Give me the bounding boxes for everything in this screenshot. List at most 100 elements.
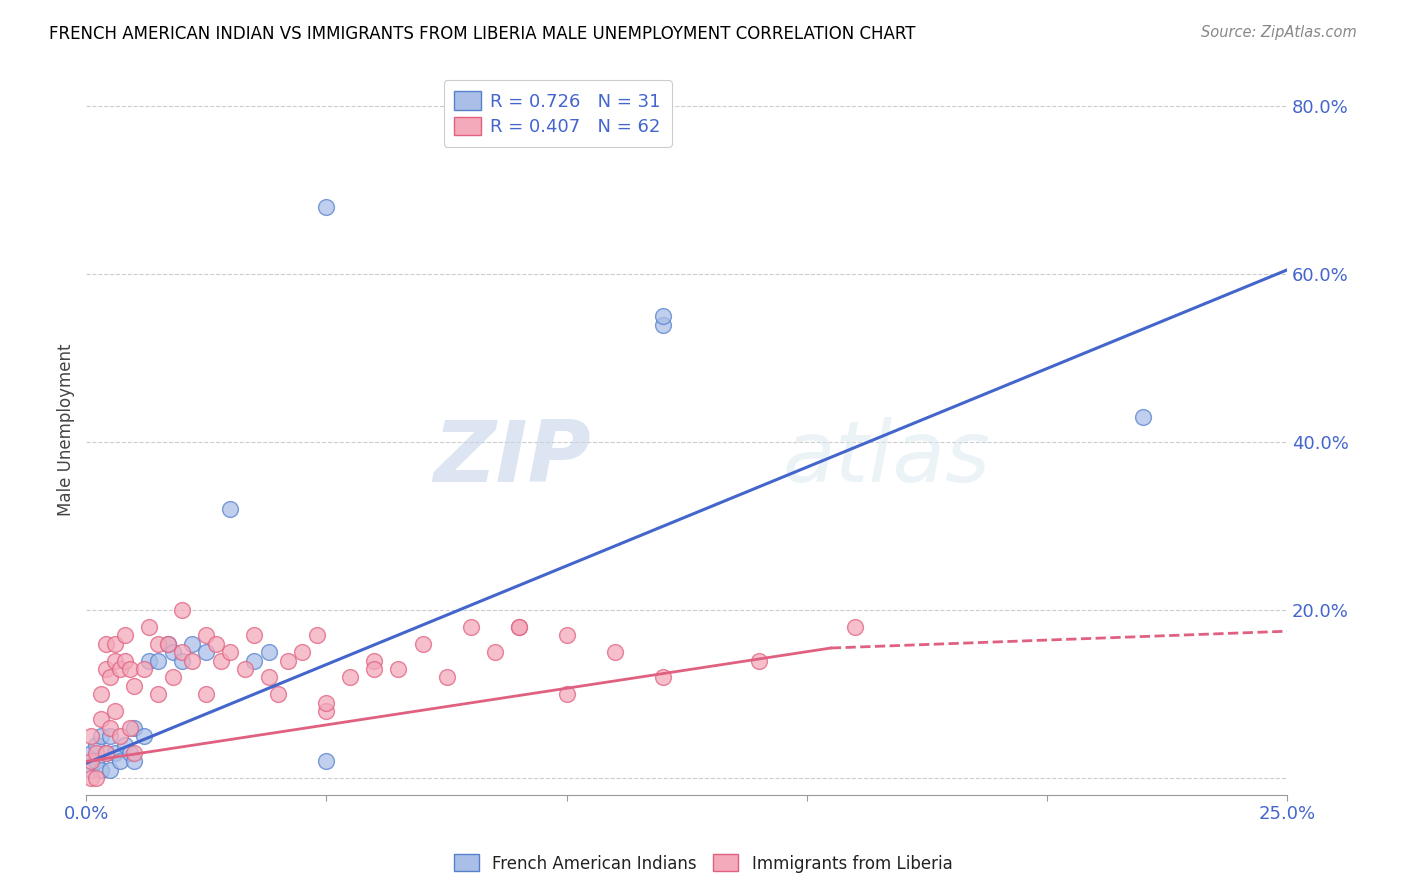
Point xyxy=(80,771,103,785)
Point xyxy=(98,721,121,735)
Point xyxy=(748,654,770,668)
Point xyxy=(267,687,290,701)
Point xyxy=(651,670,673,684)
Point xyxy=(98,670,121,684)
Point xyxy=(339,670,361,684)
Point xyxy=(315,704,337,718)
Point xyxy=(156,637,179,651)
Point xyxy=(138,654,160,668)
Point xyxy=(84,755,107,769)
Point xyxy=(118,746,141,760)
Point xyxy=(94,662,117,676)
Point xyxy=(124,679,146,693)
Point xyxy=(436,670,458,684)
Point xyxy=(94,746,117,760)
Point xyxy=(156,637,179,651)
Point xyxy=(219,645,242,659)
Legend: R = 0.726   N = 31, R = 0.407   N = 62: R = 0.726 N = 31, R = 0.407 N = 62 xyxy=(443,80,672,147)
Point xyxy=(291,645,314,659)
Point xyxy=(243,654,266,668)
Point xyxy=(148,687,170,701)
Point xyxy=(98,729,121,743)
Point xyxy=(162,645,184,659)
Point xyxy=(124,755,146,769)
Point xyxy=(90,763,112,777)
Point xyxy=(172,645,194,659)
Point xyxy=(104,704,127,718)
Point xyxy=(205,637,228,651)
Point xyxy=(90,687,112,701)
Point xyxy=(80,755,103,769)
Point xyxy=(98,763,121,777)
Text: FRENCH AMERICAN INDIAN VS IMMIGRANTS FROM LIBERIA MALE UNEMPLOYMENT CORRELATION : FRENCH AMERICAN INDIAN VS IMMIGRANTS FRO… xyxy=(49,25,915,43)
Point xyxy=(195,628,218,642)
Point xyxy=(118,721,141,735)
Point xyxy=(148,654,170,668)
Point xyxy=(114,738,136,752)
Point xyxy=(315,755,337,769)
Point xyxy=(651,309,673,323)
Point xyxy=(484,645,506,659)
Point xyxy=(114,628,136,642)
Point xyxy=(412,637,434,651)
Point xyxy=(84,771,107,785)
Point xyxy=(138,620,160,634)
Point xyxy=(124,746,146,760)
Point xyxy=(209,654,232,668)
Point xyxy=(94,637,117,651)
Point xyxy=(90,729,112,743)
Point xyxy=(132,729,155,743)
Point xyxy=(104,654,127,668)
Point xyxy=(219,502,242,516)
Point xyxy=(460,620,482,634)
Point xyxy=(363,654,385,668)
Point xyxy=(172,654,194,668)
Point xyxy=(651,318,673,332)
Point xyxy=(508,620,530,634)
Point xyxy=(555,687,578,701)
Point xyxy=(257,645,280,659)
Point xyxy=(243,628,266,642)
Y-axis label: Male Unemployment: Male Unemployment xyxy=(58,343,75,516)
Point xyxy=(305,628,328,642)
Point xyxy=(132,662,155,676)
Point xyxy=(94,746,117,760)
Point xyxy=(555,628,578,642)
Point xyxy=(363,662,385,676)
Point xyxy=(162,670,184,684)
Point xyxy=(118,662,141,676)
Point xyxy=(315,200,337,214)
Point xyxy=(90,713,112,727)
Point xyxy=(172,603,194,617)
Point xyxy=(84,738,107,752)
Point xyxy=(315,696,337,710)
Point xyxy=(181,654,204,668)
Point xyxy=(80,763,103,777)
Text: atlas: atlas xyxy=(783,417,991,500)
Point xyxy=(1132,409,1154,424)
Point xyxy=(114,654,136,668)
Point xyxy=(108,729,131,743)
Point xyxy=(104,637,127,651)
Point xyxy=(108,662,131,676)
Text: ZIP: ZIP xyxy=(433,417,591,500)
Point xyxy=(233,662,256,676)
Point xyxy=(80,746,103,760)
Point xyxy=(148,637,170,651)
Point xyxy=(108,755,131,769)
Point xyxy=(508,620,530,634)
Point xyxy=(80,729,103,743)
Point xyxy=(387,662,409,676)
Text: Source: ZipAtlas.com: Source: ZipAtlas.com xyxy=(1201,25,1357,40)
Point xyxy=(181,637,204,651)
Point xyxy=(195,645,218,659)
Point xyxy=(104,746,127,760)
Point xyxy=(603,645,626,659)
Legend: French American Indians, Immigrants from Liberia: French American Indians, Immigrants from… xyxy=(447,847,959,880)
Point xyxy=(257,670,280,684)
Point xyxy=(195,687,218,701)
Point xyxy=(84,746,107,760)
Point xyxy=(277,654,299,668)
Point xyxy=(124,721,146,735)
Point xyxy=(844,620,866,634)
